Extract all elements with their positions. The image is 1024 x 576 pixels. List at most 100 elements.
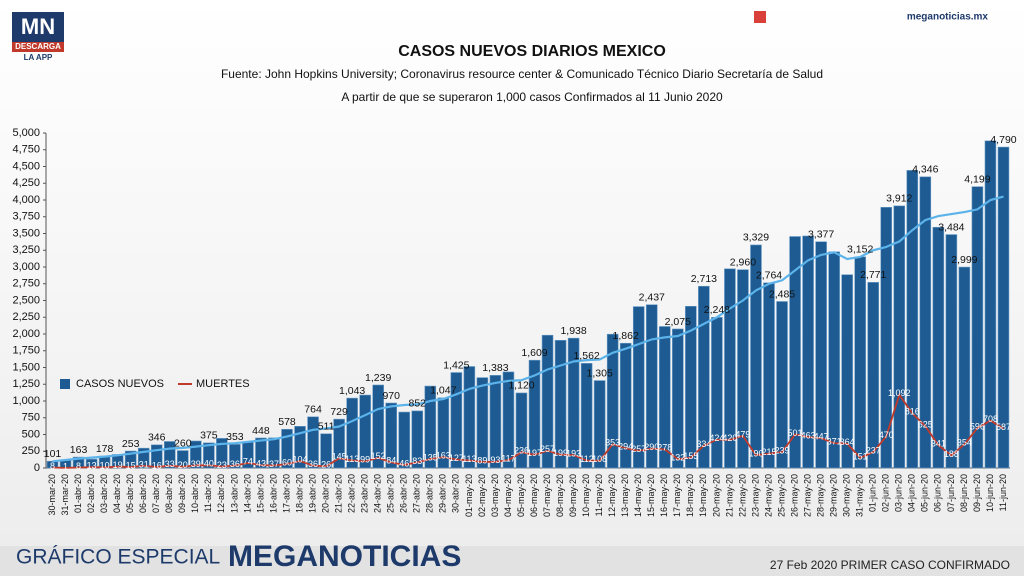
x-tick-label: 15-may-20 — [646, 474, 656, 517]
site: meganoticias.mx — [907, 12, 989, 23]
y-tick-label: 5,000 — [12, 127, 40, 139]
bar — [776, 301, 788, 469]
x-tick-label: 15-abr-20 — [255, 474, 265, 513]
x-tick-label: 11-abr-20 — [203, 474, 213, 512]
bar — [567, 337, 580, 469]
line-label: 37 — [269, 459, 279, 469]
bar-label: 4,346 — [912, 164, 938, 176]
bar-label: 2,771 — [860, 269, 886, 281]
y-tick-label: 3,250 — [12, 244, 40, 256]
x-tick-label: 31-mar-20 — [60, 474, 70, 516]
x-tick-label: 03-jun-20 — [894, 474, 904, 512]
bar — [124, 450, 137, 469]
bar-label: 2,437 — [639, 292, 665, 304]
footer-right: 27 Feb 2020 PRIMER CASO CONFIRMADO — [770, 558, 1010, 572]
bar — [307, 416, 319, 469]
bar-label: 101 — [44, 448, 62, 460]
line-label: 145 — [332, 452, 347, 462]
x-tick-label: 19-may-20 — [698, 474, 708, 517]
line-label: 33 — [165, 459, 175, 469]
bar — [476, 377, 489, 469]
bar — [893, 205, 906, 469]
bar-label: 4,199 — [964, 173, 990, 185]
x-tick-label: 10-may-20 — [581, 474, 591, 517]
line-label: 43 — [256, 458, 266, 468]
x-tick-label: 10-abr-20 — [190, 474, 200, 513]
x-tick-label: 30-abr-20 — [451, 474, 461, 513]
y-tick-label: 1,500 — [12, 361, 40, 373]
bar-label: 178 — [96, 443, 114, 455]
bar — [137, 447, 150, 469]
line-label: 816 — [905, 407, 920, 417]
line-label: 89 — [477, 455, 487, 465]
y-tick-label: 2,500 — [12, 294, 40, 306]
x-tick-label: 11-jun-20 — [998, 474, 1008, 511]
y-tick-label: 0 — [34, 462, 40, 474]
bar-label: 578 — [278, 416, 296, 428]
bar — [554, 339, 567, 469]
logo: MN — [21, 14, 55, 39]
y-tick-label: 750 — [22, 412, 40, 424]
x-tick-label: 07-may-20 — [542, 474, 552, 517]
bar — [398, 411, 411, 469]
line-label: 104 — [293, 454, 308, 464]
x-tick-label: 01-may-20 — [464, 474, 474, 517]
x-tick-label: 12-abr-20 — [216, 474, 226, 513]
line-label: 99 — [360, 455, 370, 465]
x-tick-label: 02-jun-20 — [881, 474, 891, 512]
line-label: 31 — [139, 459, 149, 469]
bar-label: 1,609 — [521, 347, 547, 359]
line-label: 36 — [308, 459, 318, 469]
bar — [359, 394, 371, 469]
bar — [528, 359, 541, 469]
bar-label: 260 — [174, 437, 192, 449]
bar-label: 3,152 — [847, 244, 873, 256]
bar — [255, 437, 267, 469]
bar-label: 764 — [304, 404, 322, 416]
bar — [229, 444, 241, 469]
y-tick-label: 1,750 — [12, 345, 40, 357]
x-tick-label: 08-may-20 — [555, 474, 565, 517]
line-label: 215 — [761, 447, 776, 457]
y-tick-label: 1,000 — [12, 395, 40, 407]
x-tick-label: 27-abr-20 — [412, 474, 422, 513]
x-tick-label: 08-jun-20 — [959, 474, 969, 512]
x-tick-label: 06-may-20 — [529, 474, 539, 517]
bar — [606, 333, 619, 469]
bar — [724, 268, 736, 469]
line-label: 501 — [788, 428, 803, 438]
x-tick-label: 07-abr-20 — [151, 474, 161, 513]
bar — [333, 418, 345, 469]
bar-label: 729 — [330, 406, 348, 418]
bar — [984, 140, 997, 469]
line-label: 60 — [282, 457, 292, 467]
bar — [163, 441, 176, 469]
x-tick-label: 22-abr-20 — [347, 474, 357, 513]
bar — [385, 402, 397, 469]
bar-label: 1,043 — [339, 385, 365, 397]
x-tick-label: 03-abr-20 — [99, 474, 109, 513]
x-tick-label: 04-may-20 — [503, 474, 513, 517]
line-label: 479 — [735, 429, 750, 439]
line-label: 587 — [996, 422, 1011, 432]
bar-label: 2,960 — [730, 256, 756, 268]
bar-label: 3,912 — [886, 193, 912, 205]
bar-label: 163 — [70, 444, 88, 456]
x-tick-label: 13-may-20 — [620, 474, 630, 517]
x-tick-label: 26-may-20 — [789, 474, 799, 517]
x-tick-label: 21-abr-20 — [333, 474, 343, 513]
bar-label: 2,713 — [691, 273, 717, 285]
x-tick-label: 04-abr-20 — [112, 474, 122, 513]
x-tick-label: 17-may-20 — [672, 474, 682, 517]
line-label: 8 — [76, 461, 81, 471]
x-tick-label: 07-jun-20 — [946, 474, 956, 512]
line-label: 447 — [814, 431, 829, 441]
line-label: 163 — [436, 450, 451, 460]
x-tick-label: 19-abr-20 — [307, 474, 317, 513]
line-label: 127 — [449, 453, 464, 463]
line-label: 424 — [709, 433, 724, 443]
logo-box — [12, 12, 64, 42]
line-label: 155 — [683, 451, 698, 461]
bar — [685, 305, 697, 469]
